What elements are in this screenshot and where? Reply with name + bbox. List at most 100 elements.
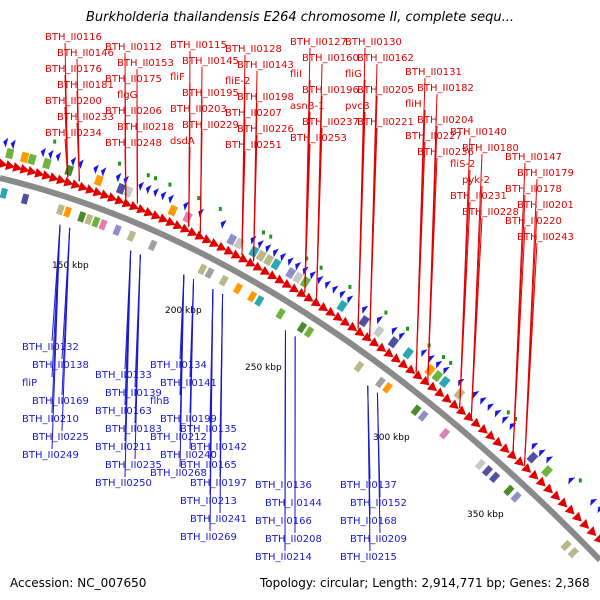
forward-feature	[332, 311, 343, 321]
gc-marker	[442, 355, 445, 360]
forward-feature	[368, 337, 380, 347]
reverse-gene-label: BTH_II0166	[255, 516, 312, 527]
feature-tracks	[0, 137, 600, 559]
reverse-feature	[399, 332, 406, 341]
forward-feature	[492, 436, 503, 447]
reverse-feature	[443, 366, 450, 375]
forward-feature	[245, 257, 256, 267]
forward-feature	[390, 353, 401, 363]
feature-block	[5, 147, 15, 160]
feature-block	[218, 274, 229, 287]
feature-block	[226, 233, 238, 246]
forward-gene-label: fliI	[290, 69, 302, 80]
forward-feature	[383, 347, 394, 358]
forward-feature	[107, 192, 118, 202]
forward-feature	[201, 234, 212, 244]
gc-marker	[305, 256, 309, 261]
forward-feature	[470, 417, 481, 428]
reverse-feature	[115, 172, 122, 183]
forward-feature	[586, 526, 597, 537]
leader-line	[76, 122, 80, 182]
reverse-gene-label: BTH_II0269	[180, 532, 237, 543]
leader-line	[64, 138, 69, 178]
forward-gene-label: asnB-1	[290, 101, 325, 112]
forward-feature	[56, 174, 67, 185]
leader-line	[427, 157, 438, 382]
forward-gene-label: BTH_II0220	[505, 216, 562, 227]
reverse-feature	[257, 240, 264, 249]
forward-feature	[361, 332, 372, 342]
leader-line	[199, 130, 203, 233]
forward-feature	[85, 184, 96, 194]
gc-marker	[154, 176, 157, 181]
forward-gene-label: BTH_II0228	[462, 207, 519, 218]
leader-line	[253, 134, 258, 262]
reverse-gene-label: BTH_II0144	[265, 498, 322, 509]
forward-gene-label: BTH_II0203	[170, 104, 227, 115]
forward-feature	[12, 162, 23, 172]
forward-feature	[136, 203, 147, 214]
feature-block	[296, 321, 308, 334]
reverse-feature	[538, 449, 546, 457]
forward-gene-label: BTH_II0207	[225, 108, 282, 119]
forward-feature	[150, 210, 161, 220]
forward-gene-label: dsdA	[170, 136, 195, 147]
forward-feature	[499, 443, 510, 453]
forward-gene-label: BTH_II0179	[517, 168, 574, 179]
reverse-gene-label: BTH_II0134	[150, 360, 207, 371]
reverse-feature	[531, 442, 539, 451]
forward-feature	[99, 189, 110, 199]
forward-feature	[179, 223, 191, 233]
forward-feature	[419, 375, 430, 386]
reverse-gene-label: BTH_II0183	[105, 424, 162, 435]
reverse-feature	[332, 285, 339, 294]
forward-gene-label: BTH_II0206	[105, 106, 162, 117]
reverse-feature	[70, 156, 77, 167]
forward-gene-label: BTH_II0229	[182, 120, 239, 131]
reverse-feature	[597, 506, 600, 514]
gc-marker	[269, 234, 273, 239]
forward-feature	[70, 179, 81, 189]
forward-feature	[325, 306, 336, 317]
feature-block	[42, 157, 52, 170]
forward-feature	[267, 270, 278, 280]
reverse-gene-label: BTH_II0163	[95, 406, 152, 417]
leader-line	[124, 250, 132, 478]
feature-block	[382, 382, 393, 394]
feature-block	[560, 539, 572, 552]
forward-gene-label: pvcB	[345, 101, 370, 112]
forward-gene-label: BTH_II0162	[357, 53, 414, 64]
forward-gene-label: BTH_II0243	[517, 232, 574, 243]
reverse-gene-label: BTH_II0197	[190, 478, 247, 489]
forward-feature	[48, 172, 59, 182]
forward-gene-label: BTH_II0145	[182, 56, 239, 67]
reverse-feature	[494, 409, 502, 418]
forward-feature	[172, 220, 183, 230]
forward-feature	[434, 387, 445, 398]
reverse-feature	[3, 137, 9, 148]
forward-feature	[26, 165, 37, 176]
forward-feature	[303, 292, 314, 302]
leader-line	[61, 227, 71, 432]
feature-block	[91, 216, 101, 228]
feature-block	[182, 211, 193, 224]
reverse-gene-label: BTH_II0235	[105, 460, 162, 471]
feature-block	[567, 547, 579, 559]
forward-feature	[0, 158, 8, 168]
forward-feature	[230, 249, 242, 259]
feature-block	[147, 239, 158, 252]
reverse-feature	[280, 253, 287, 262]
feature-block	[431, 369, 444, 383]
forward-gene-label: fliH	[405, 99, 422, 110]
leader-line	[315, 127, 323, 301]
feature-block	[417, 410, 429, 422]
forward-feature	[19, 163, 30, 174]
forward-feature	[77, 181, 89, 192]
reverse-feature	[10, 139, 16, 150]
forward-gene-label: BTH_II0253	[290, 133, 347, 144]
reverse-gene-label: BTH_II0141	[160, 378, 217, 389]
feature-block	[275, 308, 286, 320]
feature-block	[98, 218, 108, 231]
reverse-feature	[145, 184, 152, 195]
forward-gene-label: BTH_II0143	[237, 60, 294, 71]
